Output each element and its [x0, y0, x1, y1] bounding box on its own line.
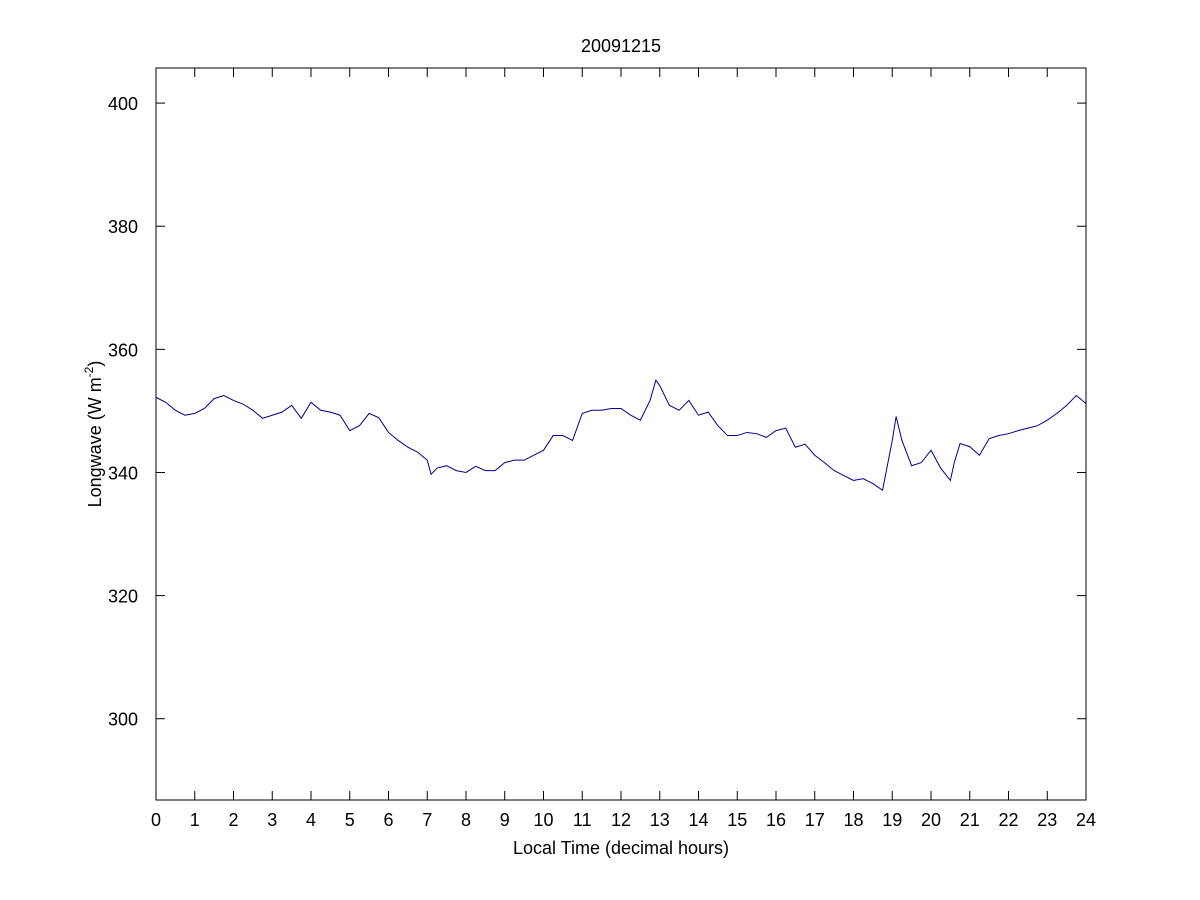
y-axis-label: Longwave (W m-2) — [82, 361, 105, 508]
x-tick-label: 4 — [306, 810, 316, 830]
x-tick-label: 16 — [766, 810, 786, 830]
data-line — [155, 378, 1087, 492]
x-tick-label: 14 — [688, 810, 708, 830]
x-tick-label: 2 — [228, 810, 238, 830]
x-tick-label: 19 — [882, 810, 902, 830]
x-tick-label: 6 — [383, 810, 393, 830]
y-tick-label: 300 — [108, 710, 138, 730]
x-tick-label: 17 — [805, 810, 825, 830]
x-tick-label: 22 — [998, 810, 1018, 830]
x-tick-label: 21 — [960, 810, 980, 830]
y-axis-label-superscript: -2 — [82, 366, 96, 377]
x-tick-label: 7 — [422, 810, 432, 830]
x-tick-label: 0 — [151, 810, 161, 830]
x-tick-label: 1 — [190, 810, 200, 830]
y-tick-label: 380 — [108, 217, 138, 237]
x-axis-label: Local Time (decimal hours) — [513, 838, 729, 858]
x-tick-label: 15 — [727, 810, 747, 830]
x-tick-label: 20 — [921, 810, 941, 830]
x-tick-label: 12 — [611, 810, 631, 830]
chart-title: 20091215 — [581, 36, 661, 56]
x-tick-label: 3 — [267, 810, 277, 830]
x-tick-label: 11 — [573, 810, 592, 830]
y-tick-label: 360 — [108, 340, 138, 360]
x-tick-label: 8 — [461, 810, 471, 830]
x-tick-label: 24 — [1076, 810, 1096, 830]
x-tick-label: 5 — [345, 810, 355, 830]
y-tick-label: 340 — [108, 463, 138, 483]
y-tick-label: 400 — [108, 94, 138, 114]
y-tick-label: 320 — [108, 587, 138, 607]
plot-area — [155, 67, 1087, 801]
y-axis-label-text: Longwave (W m — [85, 377, 105, 507]
x-tick-label: 10 — [533, 810, 553, 830]
x-tick-label: 23 — [1037, 810, 1057, 830]
x-tick-label: 13 — [650, 810, 670, 830]
x-tick-label: 9 — [500, 810, 510, 830]
x-tick-label: 18 — [843, 810, 863, 830]
y-axis-label-end: ) — [85, 361, 105, 367]
